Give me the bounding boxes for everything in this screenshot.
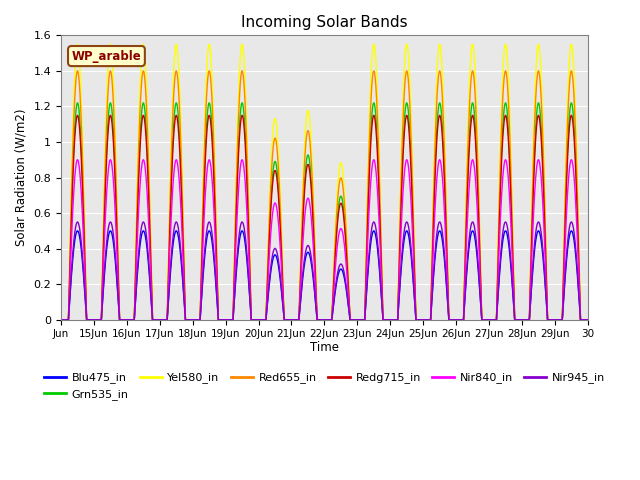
Yel580_in: [584, 317, 591, 323]
Grn535_in: [248, 317, 255, 323]
Blu475_in: [392, 317, 399, 323]
Redg715_in: [476, 251, 484, 257]
Red655_in: [248, 317, 255, 323]
Redg715_in: [392, 317, 399, 323]
Grn535_in: [74, 100, 81, 106]
Blu475_in: [74, 228, 81, 234]
Y-axis label: Solar Radiation (W/m2): Solar Radiation (W/m2): [15, 109, 28, 246]
Blu475_in: [584, 317, 591, 323]
Nir840_in: [74, 157, 81, 163]
Blu475_in: [57, 317, 65, 323]
Red655_in: [584, 317, 591, 323]
Redg715_in: [584, 317, 591, 323]
Red655_in: [84, 317, 92, 323]
Nir945_in: [74, 219, 81, 225]
Nir945_in: [57, 317, 65, 323]
X-axis label: Time: Time: [310, 341, 339, 354]
Redg715_in: [248, 317, 255, 323]
Line: Nir840_in: Nir840_in: [61, 160, 588, 320]
Nir945_in: [476, 286, 484, 291]
Grn535_in: [392, 317, 399, 323]
Yel580_in: [476, 228, 484, 234]
Nir840_in: [392, 317, 399, 323]
Line: Nir945_in: Nir945_in: [61, 222, 588, 320]
Yel580_in: [248, 317, 255, 323]
Blu475_in: [476, 288, 484, 294]
Redg715_in: [369, 116, 376, 121]
Red655_in: [392, 317, 399, 323]
Red655_in: [57, 317, 65, 323]
Legend: Blu475_in, Grn535_in, Yel580_in, Red655_in, Redg715_in, Nir840_in, Nir945_in: Blu475_in, Grn535_in, Yel580_in, Red655_…: [39, 368, 610, 404]
Yel580_in: [392, 317, 399, 323]
Red655_in: [476, 237, 484, 242]
Redg715_in: [57, 317, 65, 323]
Grn535_in: [476, 247, 484, 253]
Blu475_in: [248, 317, 255, 323]
Redg715_in: [74, 112, 81, 118]
Red655_in: [74, 68, 81, 74]
Grn535_in: [448, 317, 456, 323]
Line: Blu475_in: Blu475_in: [61, 231, 588, 320]
Yel580_in: [84, 317, 92, 323]
Nir840_in: [57, 317, 65, 323]
Blu475_in: [84, 317, 92, 323]
Yel580_in: [57, 317, 65, 323]
Blu475_in: [448, 317, 456, 323]
Line: Redg715_in: Redg715_in: [61, 115, 588, 320]
Yel580_in: [369, 46, 376, 51]
Text: WP_arable: WP_arable: [72, 49, 141, 62]
Nir945_in: [392, 317, 399, 323]
Grn535_in: [369, 103, 376, 109]
Grn535_in: [584, 317, 591, 323]
Yel580_in: [448, 317, 456, 323]
Line: Grn535_in: Grn535_in: [61, 103, 588, 320]
Nir840_in: [84, 317, 92, 323]
Grn535_in: [84, 317, 92, 323]
Line: Yel580_in: Yel580_in: [61, 44, 588, 320]
Nir840_in: [476, 265, 484, 271]
Redg715_in: [448, 317, 456, 323]
Nir945_in: [248, 317, 255, 323]
Redg715_in: [84, 317, 92, 323]
Nir945_in: [369, 221, 376, 227]
Nir945_in: [584, 317, 591, 323]
Nir840_in: [248, 317, 255, 323]
Red655_in: [448, 317, 456, 323]
Nir945_in: [84, 317, 92, 323]
Title: Incoming Solar Bands: Incoming Solar Bands: [241, 15, 408, 30]
Red655_in: [369, 72, 376, 78]
Nir840_in: [369, 159, 376, 165]
Line: Red655_in: Red655_in: [61, 71, 588, 320]
Yel580_in: [74, 41, 81, 47]
Nir840_in: [448, 317, 456, 323]
Nir840_in: [584, 317, 591, 323]
Blu475_in: [369, 229, 376, 235]
Grn535_in: [57, 317, 65, 323]
Nir945_in: [448, 317, 456, 323]
